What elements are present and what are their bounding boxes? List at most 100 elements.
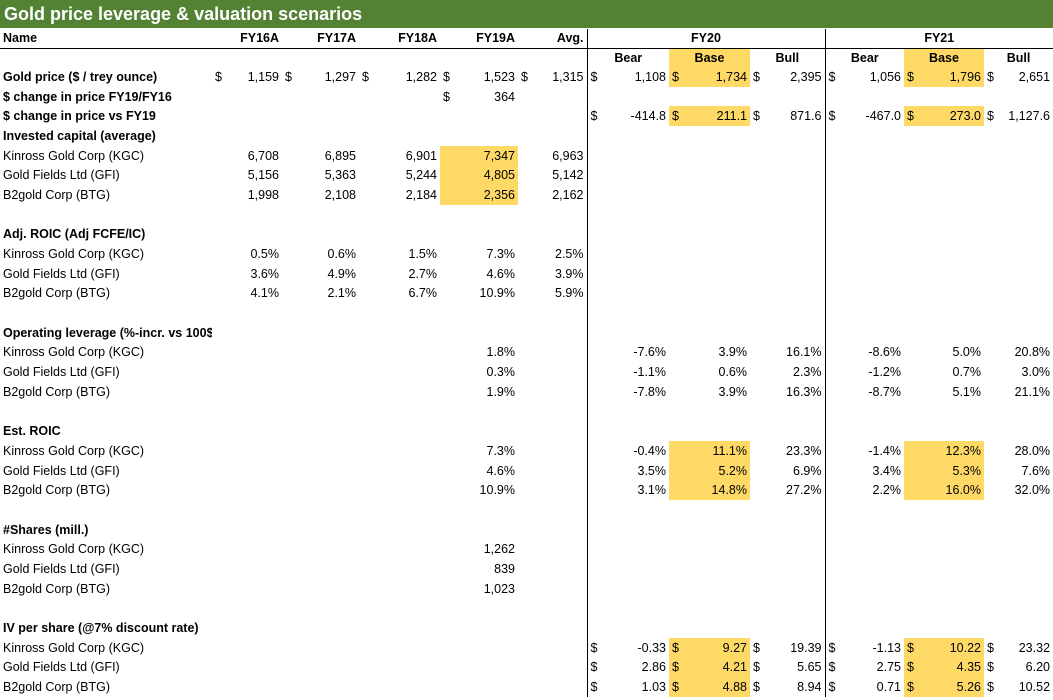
blank-row [0,500,1053,520]
empty-cell [904,520,984,540]
row-label: $ change in price FY19/FY16 [3,89,172,104]
empty-cell [824,185,904,205]
value-cell: -1.4% [824,441,904,461]
empty-cell [586,578,669,599]
empty-cell [212,540,282,560]
empty-cell [984,225,1053,245]
empty-cell [669,303,750,323]
empty-cell [282,303,359,323]
empty-cell [669,165,750,185]
empty-cell [440,126,518,146]
empty-cell [984,284,1053,304]
empty-cell [212,343,282,363]
company-row: Gold Fields Ltd (GFI) 3.6% 4.9% 2.7% 4.6% 3.9… [0,263,1053,284]
value-cell: 5.2% [669,460,750,481]
price-cell: $364 [440,87,518,107]
empty-cell [0,303,212,323]
empty-cell [440,106,518,126]
cell-value: 1,282 [405,69,437,84]
blank-row [0,598,1053,619]
value-cell: -1.2% [824,362,904,382]
empty-cell [282,480,359,500]
section-label-row: IV per share (@7% discount rate) [0,618,1053,638]
empty-cell [984,540,1053,560]
empty-cell [212,402,282,422]
empty-cell [586,539,669,560]
company-row: Kinross Gold Corp (KGC) 7.3% -0.4% 11.1% 23.… [0,441,1053,461]
cell-value: 9.27 [722,640,747,655]
company-name: B2gold Corp (BTG) [3,187,110,202]
value-cell: 12.3% [904,441,984,461]
empty-cell [212,87,282,107]
currency-symbol: $ [443,89,450,104]
company-name: B2gold Corp (BTG) [3,483,110,498]
cell-value: -0.33 [637,640,667,655]
currency-symbol: $ [672,640,679,655]
empty-cell [282,520,359,540]
empty-cell [518,638,587,658]
cell-value: 1.03 [641,680,666,695]
empty-cell [282,461,359,481]
empty-cell [518,677,587,697]
section-label-row: #Shares (mill.) [0,519,1053,540]
currency-symbol: $ [753,640,760,655]
value-cell: 4.1% [250,286,280,301]
empty-cell [904,225,984,245]
empty-cell [750,599,825,619]
iv-cell: $5.65 [750,658,825,678]
empty-cell [0,599,212,619]
value-cell: 6,901 [405,148,437,163]
empty-cell [669,87,750,107]
empty-cell [518,441,587,461]
price-cell: $2,395 [750,67,825,87]
empty-cell [212,205,282,225]
empty-cell [359,599,440,619]
empty-cell [669,146,750,166]
currency-symbol: $ [590,109,598,124]
empty-cell [750,323,825,343]
empty-cell [359,441,440,461]
currency-symbol: $ [753,660,760,675]
section-label-row: Operating leverage (%-incr. vs 100$ chan… [0,322,1053,343]
empty-cell [518,106,587,126]
section-label-row: Adj. ROIC (Adj FCFE/IC) [0,224,1053,245]
cell-value: 10.22 [949,640,981,655]
value-cell: 7.3% [486,443,516,458]
empty-cell [984,599,1053,619]
empty-cell [518,579,587,599]
cell-value: -467.0 [865,109,901,124]
empty-cell [212,362,282,382]
empty-cell [212,461,282,481]
empty-cell [440,48,518,67]
company-name: Kinross Gold Corp (KGC) [3,542,145,557]
value-cell: 3.9% [718,345,748,360]
empty-cell [440,205,518,225]
section-label: Invested capital (average) [3,128,156,143]
empty-cell [750,559,825,579]
value-cell: 3.6% [250,266,280,281]
value-cell: 7.6% [1021,463,1051,478]
value-cell: -0.4% [586,441,669,461]
value-cell: 2,184 [405,187,437,202]
value-cell: 0.7% [952,365,982,380]
empty-cell [904,540,984,560]
empty-cell [669,421,750,441]
empty-cell [518,500,587,520]
change-fy19-fy16-row: $ change in price FY19/FY16 $364 [0,86,1053,107]
cell-value: 1,056 [869,69,901,84]
empty-cell [518,48,587,67]
company-row: B2gold Corp (BTG) 4.1% 2.1% 6.7% 10.9% 5.9% [0,283,1053,304]
empty-cell [212,658,282,678]
empty-cell [212,323,282,343]
cell-value: 5.65 [797,660,822,675]
value-cell: 32.0% [1014,483,1051,498]
empty-cell [669,579,750,599]
value-cell: 839 [494,562,515,577]
empty-cell [518,599,587,619]
cell-value: 1,315 [552,69,584,84]
empty-cell [359,658,440,678]
empty-cell [518,421,587,441]
currency-symbol: $ [753,680,760,695]
empty-cell [359,559,440,579]
iv-cell: $23.32 [984,638,1053,658]
